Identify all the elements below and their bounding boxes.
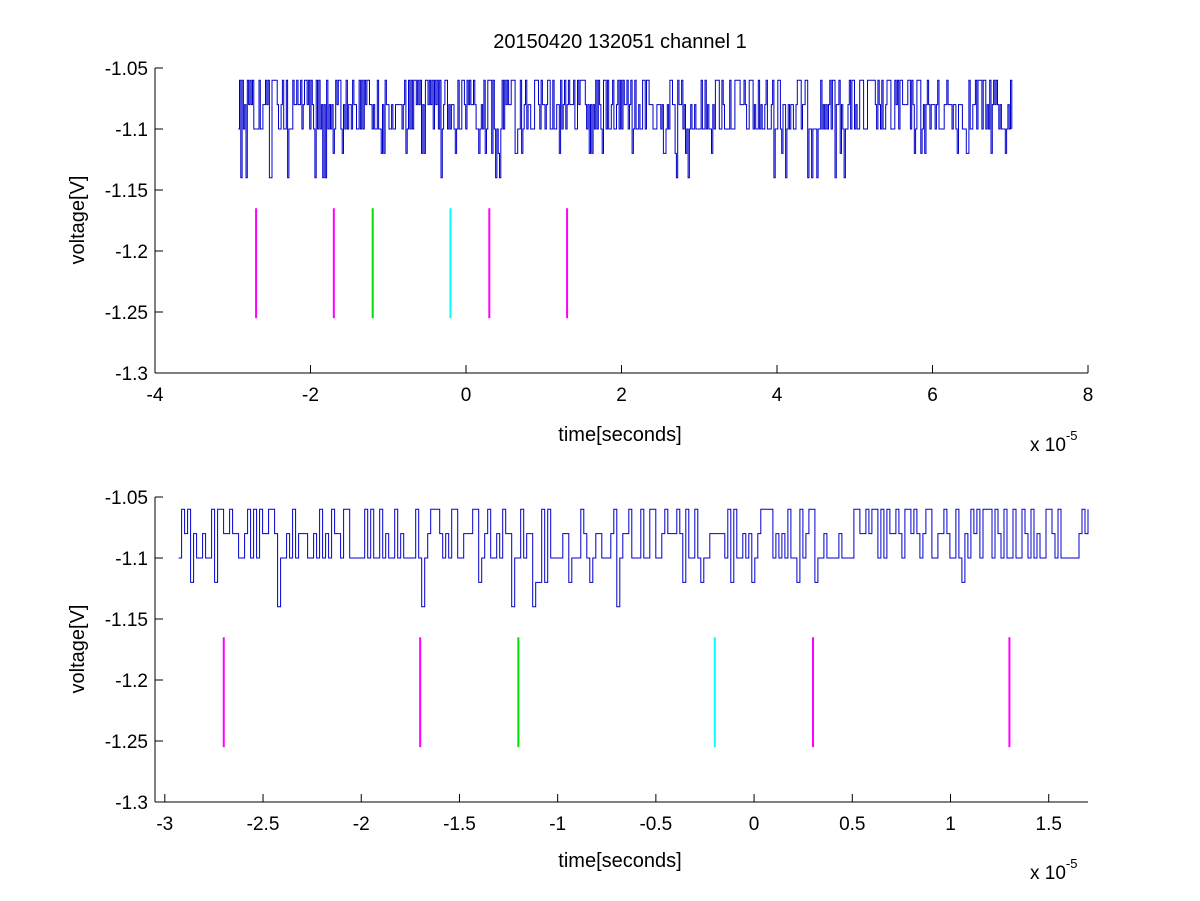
bottom-x-tick-label: -1.5	[443, 814, 476, 835]
top-y-tick-label: -1.3	[115, 364, 148, 385]
bottom-x-multiplier-base: x 10	[1030, 863, 1066, 884]
bottom-signal-line	[178, 508, 1089, 608]
top-x-multiplier-base: x 10	[1030, 435, 1066, 456]
bottom-x-tick-label: 0.5	[839, 814, 865, 835]
top-y-tick-label: -1.1	[115, 120, 148, 141]
bottom-x-tick-label: -2	[353, 814, 370, 835]
top-y-tick-label: -1.2	[115, 242, 148, 263]
bottom-x-tick-label: -1	[549, 814, 566, 835]
top-x-axis-label: time[seconds]	[558, 424, 681, 446]
top-x-multiplier: x 10-5	[1030, 428, 1077, 456]
top-x-tick-label: -2	[302, 385, 319, 406]
bottom-x-axis-label: time[seconds]	[558, 850, 681, 872]
bottom-x-multiplier-exponent: -5	[1066, 856, 1078, 871]
bottom-x-tick-label: 1	[945, 814, 956, 835]
top-x-tick-label: -4	[147, 385, 164, 406]
top-y-tick-label: -1.25	[105, 303, 148, 324]
top-y-axis-label: voltage[V]	[67, 176, 89, 265]
bottom-y-tick-label: -1.3	[115, 793, 148, 814]
top-x-tick-label: 0	[461, 385, 472, 406]
bottom-y-tick-label: -1.2	[115, 671, 148, 692]
bottom-x-tick-label: 1.5	[1036, 814, 1062, 835]
top-x-multiplier-exponent: -5	[1066, 428, 1078, 443]
bottom-x-tick-label: -3	[156, 814, 173, 835]
bottom-x-tick-label: -0.5	[639, 814, 672, 835]
bottom-y-tick-label: -1.05	[105, 488, 148, 509]
bottom-y-tick-label: -1.25	[105, 732, 148, 753]
bottom-y-tick-label: -1.15	[105, 610, 148, 631]
top-y-tick-label: -1.15	[105, 181, 148, 202]
top-plot: -4 -2 0 2 4 6 8 -1.05 -1.1 -1.15 -1.2 -1.25 -1.3 tim…	[67, 59, 1093, 456]
top-x-tick-label: 2	[616, 385, 627, 406]
bottom-x-tick-label: -2.5	[247, 814, 280, 835]
top-x-tick-label: 8	[1083, 385, 1094, 406]
bottom-y-axis-label: voltage[V]	[67, 605, 89, 694]
bottom-x-multiplier: x 10-5	[1030, 856, 1077, 884]
bottom-plot-area	[155, 497, 1088, 802]
top-signal-line	[238, 79, 1013, 179]
bottom-x-tick-label: 0	[749, 814, 760, 835]
top-x-tick-label: 4	[772, 385, 783, 406]
top-y-tick-label: -1.05	[105, 59, 148, 80]
chart-title: 20150420 132051 channel 1	[493, 31, 747, 53]
top-x-tick-label: 6	[927, 385, 938, 406]
bottom-plot: -3 -2.5 -2 -1.5 -1 -0.5 0 0.5 1 1.5 -1.05 -1.1 -1.15…	[67, 488, 1089, 884]
bottom-y-tick-label: -1.1	[115, 549, 148, 570]
